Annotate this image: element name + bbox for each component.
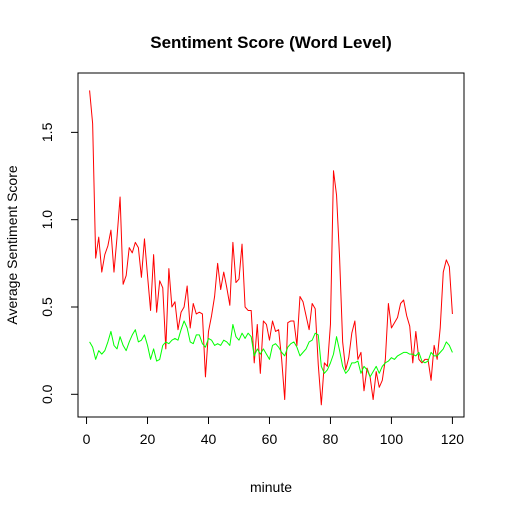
x-tick-label: 60 [262,431,278,447]
x-tick-label: 40 [201,431,217,447]
y-axis-label: Average Sentiment Score [4,165,20,324]
y-axis: 0.0 0.5 1.0 1.5 [39,122,79,404]
y-tick-label: 0.0 [39,384,55,404]
y-tick-label: 1.0 [39,210,55,230]
series-line-green [89,320,453,378]
chart-title: Sentiment Score (Word Level) [150,33,392,52]
x-tick-label: 100 [380,431,404,447]
x-tick-label: 0 [83,431,91,447]
x-axis: 0 20 40 60 80 100 120 [83,416,465,447]
series-line-red [89,90,453,406]
x-axis-label: minute [250,479,292,495]
x-tick-label: 80 [323,431,339,447]
y-tick-label: 0.5 [39,297,55,317]
x-tick-label: 20 [140,431,156,447]
x-tick-label: 120 [441,431,465,447]
y-tick-label: 1.5 [39,122,55,142]
series-group [89,90,453,406]
